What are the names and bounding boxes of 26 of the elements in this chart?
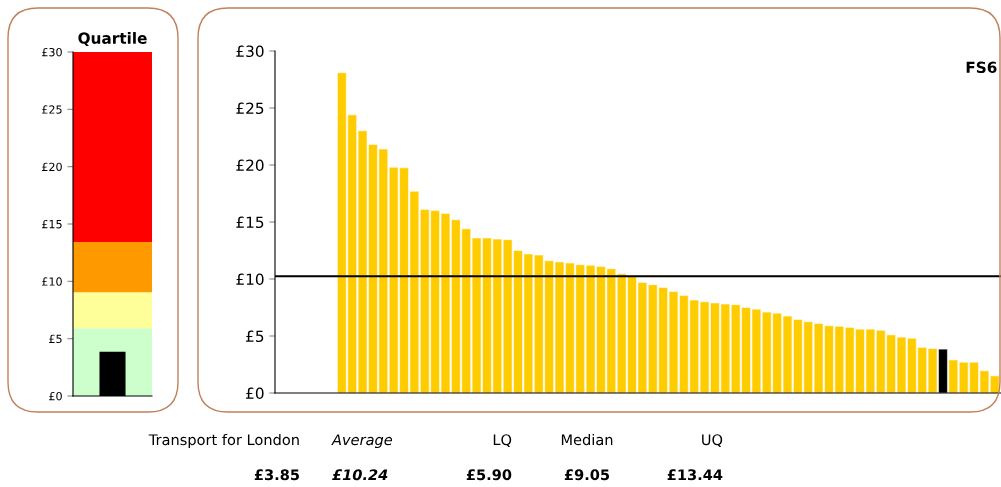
text: UQ [702,434,723,447]
text: £13.44 [667,469,723,481]
text: LQ [493,434,512,447]
chart-title: Quartile [78,32,147,46]
y-tick-label: £10 [42,277,62,286]
y-tick-label: £20 [236,159,264,172]
y-tick-label: £0 [246,387,264,400]
y-tick-label: £30 [42,47,62,57]
y-tick-label: £15 [236,216,264,229]
text: £3.85 [254,469,299,481]
text: £10.24 [332,469,388,481]
y-tick-label: £5 [49,334,62,344]
y-tick-label: £5 [246,330,264,343]
y-tick-label: £25 [236,102,264,115]
y-tick-label: £10 [236,273,264,286]
y-tick-label: £25 [42,105,62,114]
text: Average [331,434,393,449]
y-tick-label: £0 [49,391,62,401]
text: £5.90 [466,469,512,481]
text: FS6 [966,61,997,74]
y-tick-label: £30 [236,45,264,58]
text: Median [561,433,613,446]
text: Transport for London [148,433,299,449]
y-tick-label: £20 [42,162,62,172]
text: £9.05 [564,469,610,481]
y-tick-label: £15 [42,219,62,229]
